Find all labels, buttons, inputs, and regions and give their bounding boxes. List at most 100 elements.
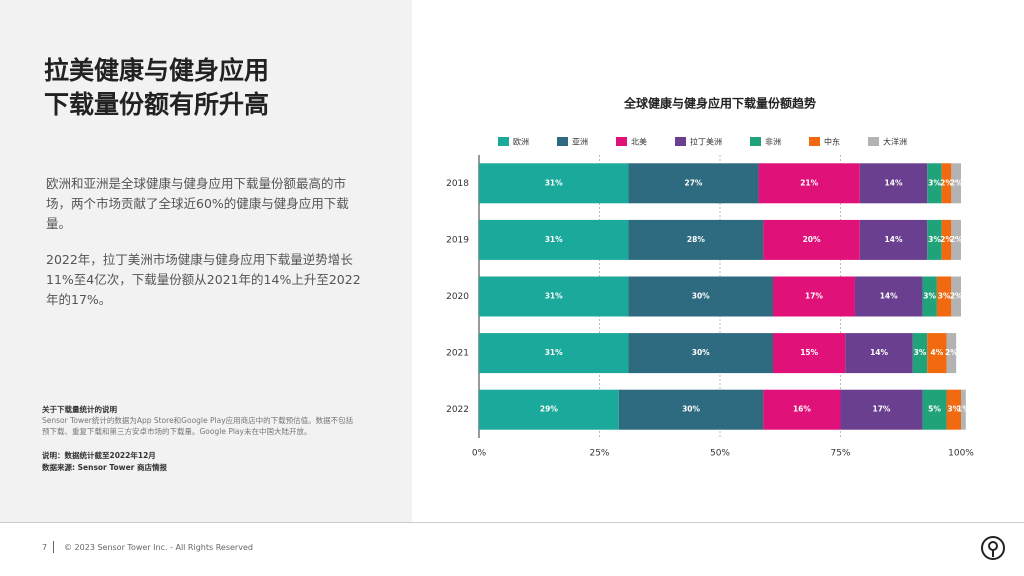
value-label: 3% [923, 292, 936, 301]
bar-segment [922, 389, 947, 430]
bar-segment [951, 276, 961, 317]
legend-swatch [498, 137, 509, 146]
footer-line [0, 522, 1024, 523]
value-label: 3% [938, 292, 951, 301]
legend-label: 非洲 [765, 137, 781, 147]
title-line: 拉美健康与健身应用 [44, 56, 270, 85]
bar-segment [927, 219, 942, 260]
value-label: 28% [687, 235, 705, 244]
value-label: 14% [880, 292, 898, 301]
value-label: 31% [545, 348, 563, 357]
note-source: 数据来源: Sensor Tower 商店情报 [42, 463, 167, 472]
bar-segment [845, 333, 913, 374]
value-label: 17% [805, 292, 823, 301]
value-label: 3% [928, 178, 941, 187]
value-label: 3% [928, 235, 941, 244]
value-label: 3% [947, 405, 960, 414]
value-label: 30% [682, 405, 700, 414]
value-label: 14% [885, 178, 903, 187]
paragraph: 2022年，拉丁美洲市场健康与健身应用下载量逆势增长11%至4亿次，下载量份额从… [46, 252, 361, 307]
bar-segment [922, 276, 937, 317]
value-label: 17% [872, 405, 890, 414]
bar-segment [773, 276, 855, 317]
bar-segment [854, 276, 923, 317]
bar-segment [628, 219, 764, 260]
legend-label: 北美 [631, 137, 647, 147]
bar-segment [941, 219, 952, 260]
x-tick-label: 25% [589, 449, 609, 459]
legend-swatch [809, 137, 820, 146]
legend-swatch [868, 137, 879, 146]
bar-segment [840, 389, 923, 430]
copyright: © 2023 Sensor Tower Inc. - All Rights Re… [64, 543, 253, 552]
value-label: 2% [940, 178, 953, 187]
bar-segment [951, 163, 961, 204]
value-label: 14% [870, 348, 888, 357]
value-label: 14% [885, 235, 903, 244]
bar-segment [946, 333, 957, 374]
x-tick-label: 50% [710, 449, 730, 459]
bar-segment [927, 333, 947, 374]
value-label: 1% [957, 405, 970, 414]
bar-segment [763, 389, 841, 430]
bar-segment [936, 276, 952, 317]
bar-segment [479, 389, 619, 430]
bar-segment [773, 333, 846, 374]
bar-segment [479, 163, 629, 204]
legend-swatch [750, 137, 761, 146]
value-label: 2% [950, 178, 963, 187]
y-tick-label: 2018 [446, 179, 469, 189]
bar-segment [951, 219, 961, 260]
left-panel: 拉美健康与健身应用 下载量份额有所升高 欧洲和亚洲是全球健康与健身应用下载量份额… [0, 0, 412, 522]
note-text: Sensor Tower统计的数据为App Store和Google Play应… [42, 416, 354, 436]
value-label: 15% [800, 348, 818, 357]
bar-segment [628, 276, 774, 317]
value-label: 31% [545, 292, 563, 301]
legend-label: 大洋洲 [883, 137, 907, 147]
logo [981, 536, 1005, 560]
slide-title: 拉美健康与健身应用 下载量份额有所升高 [44, 54, 269, 122]
value-label: 31% [545, 235, 563, 244]
bar-segment [859, 219, 928, 260]
value-label: 16% [793, 405, 811, 414]
note-date: 说明：数据统计截至2022年12月 [42, 451, 156, 460]
y-tick-label: 2019 [446, 235, 469, 245]
value-label: 2% [940, 235, 953, 244]
value-label: 20% [803, 235, 821, 244]
paragraph: 欧洲和亚洲是全球健康与健身应用下载量份额最高的市场，两个市场贡献了全球近60%的… [46, 176, 349, 231]
legend-swatch [616, 137, 627, 146]
legend-label: 亚洲 [572, 138, 588, 147]
bar-segment [927, 163, 942, 204]
value-label: 5% [928, 405, 941, 414]
bar-segment [763, 219, 860, 260]
value-label: 29% [540, 405, 558, 414]
bar-segment [479, 276, 629, 317]
value-label: 2% [950, 235, 963, 244]
title-line: 下载量份额有所升高 [44, 90, 270, 119]
legend-swatch [675, 137, 686, 146]
chart-title: 全球健康与健身应用下载量份额趋势 [623, 96, 816, 111]
legend-label: 欧洲 [513, 137, 529, 147]
bar-segment [479, 333, 629, 374]
y-tick-label: 2020 [446, 292, 469, 302]
x-tick-label: 75% [830, 449, 850, 459]
bar-segment [628, 163, 759, 204]
legend-label: 拉丁美洲 [690, 137, 722, 147]
value-label: 21% [800, 178, 818, 187]
bar-segment [618, 389, 764, 430]
page-number: 7 [42, 543, 48, 552]
value-label: 30% [692, 348, 710, 357]
value-label: 30% [692, 292, 710, 301]
value-label: 2% [950, 292, 963, 301]
y-tick-label: 2022 [446, 405, 469, 415]
note-title: 关于下载量统计的说明 [42, 405, 117, 414]
bar-segment [758, 163, 860, 204]
bar-segment [941, 163, 952, 204]
bar-segment [912, 333, 928, 374]
value-label: 4% [931, 348, 944, 357]
value-label: 2% [945, 348, 958, 357]
bar-segment [479, 219, 629, 260]
bar-segment [961, 389, 966, 430]
